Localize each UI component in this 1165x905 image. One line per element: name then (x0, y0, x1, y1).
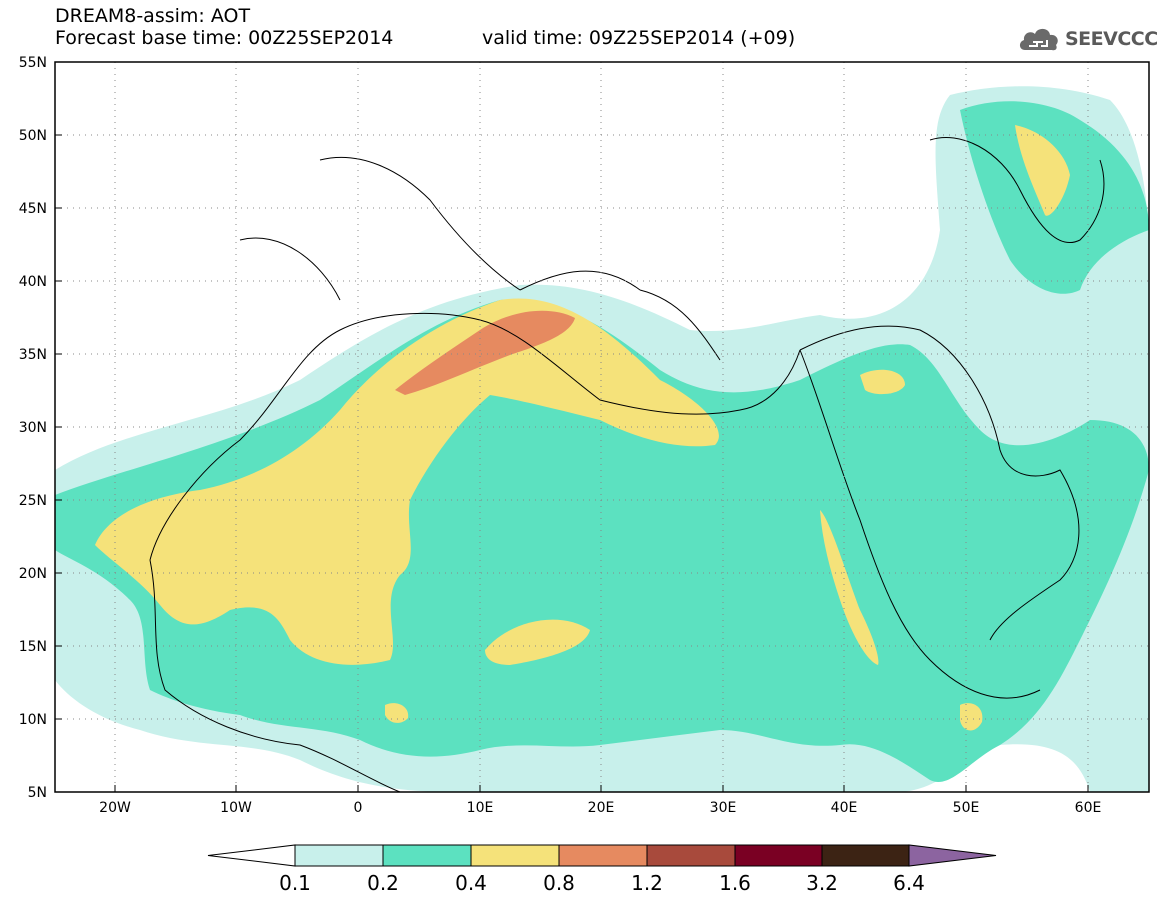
lat-label: 35N (19, 347, 47, 363)
lat-label: 10N (19, 712, 47, 728)
lon-label: 40E (831, 800, 858, 816)
colorbar-cell (821, 844, 910, 867)
lon-label: 50E (953, 800, 980, 816)
colorbar-label: 0.2 (367, 871, 399, 895)
aot-band-0.4 (820, 510, 879, 665)
aot-band-0.4 (485, 619, 590, 665)
aot-shading (55, 86, 1149, 792)
lat-label: 55N (19, 55, 47, 71)
colorbar-cell-below (207, 844, 296, 867)
lon-label: 20E (588, 800, 615, 816)
lon-label: 10W (220, 800, 252, 816)
colorbar-label: 1.2 (631, 871, 663, 895)
colorbar-cell (734, 844, 823, 867)
aot-band-0.4 (95, 298, 719, 665)
forecast-base-time: Forecast base time: 00Z25SEP2014 (55, 27, 394, 49)
seevccc-logo: SEEVCCC (1017, 22, 1158, 56)
lat-label: 45N (19, 201, 47, 217)
lon-label: 30E (710, 800, 737, 816)
lon-label: 60E (1075, 800, 1102, 816)
lat-label: 30N (19, 420, 47, 436)
colorbar-cell (294, 844, 384, 867)
colorbar-label: 3.2 (806, 871, 838, 895)
colorbar-label: 0.1 (279, 871, 311, 895)
aot-band-0.8 (395, 310, 575, 395)
colorbar-cell (470, 844, 560, 867)
lat-label: 20N (19, 566, 47, 582)
aot-band-0.4 (860, 369, 905, 395)
logo-text: SEEVCCC (1065, 28, 1158, 50)
colorbar-label: 6.4 (893, 871, 925, 895)
lat-label: 5N (28, 785, 47, 801)
aot-band-0.4 (1015, 125, 1070, 216)
lat-label: 15N (19, 639, 47, 655)
map-title: DREAM8-assim: AOT (55, 5, 251, 27)
colorbar-cell (558, 844, 648, 867)
colorbar-cell (646, 844, 736, 867)
lat-label: 50N (19, 128, 47, 144)
axis-ticks (55, 61, 1089, 792)
lat-label: 40N (19, 274, 47, 290)
colorbar-label: 1.6 (719, 871, 751, 895)
colorbar-cell (382, 844, 472, 867)
lon-label: 20W (99, 800, 131, 816)
valid-time: valid time: 09Z25SEP2014 (+09) (482, 27, 796, 49)
colorbar-label: 0.8 (543, 871, 575, 895)
colorbar (207, 844, 997, 867)
aot-band-0.4 (960, 703, 983, 731)
colorbar-cell-above (908, 844, 997, 867)
cloud-icon (1019, 28, 1058, 51)
lat-label: 25N (19, 493, 47, 509)
lon-label: 0 (354, 800, 363, 816)
graticule (55, 62, 1149, 792)
coastlines (149, 136, 1105, 792)
aot-band-0.4 (385, 703, 409, 723)
colorbar-label: 0.4 (455, 871, 487, 895)
lon-label: 10E (467, 800, 494, 816)
